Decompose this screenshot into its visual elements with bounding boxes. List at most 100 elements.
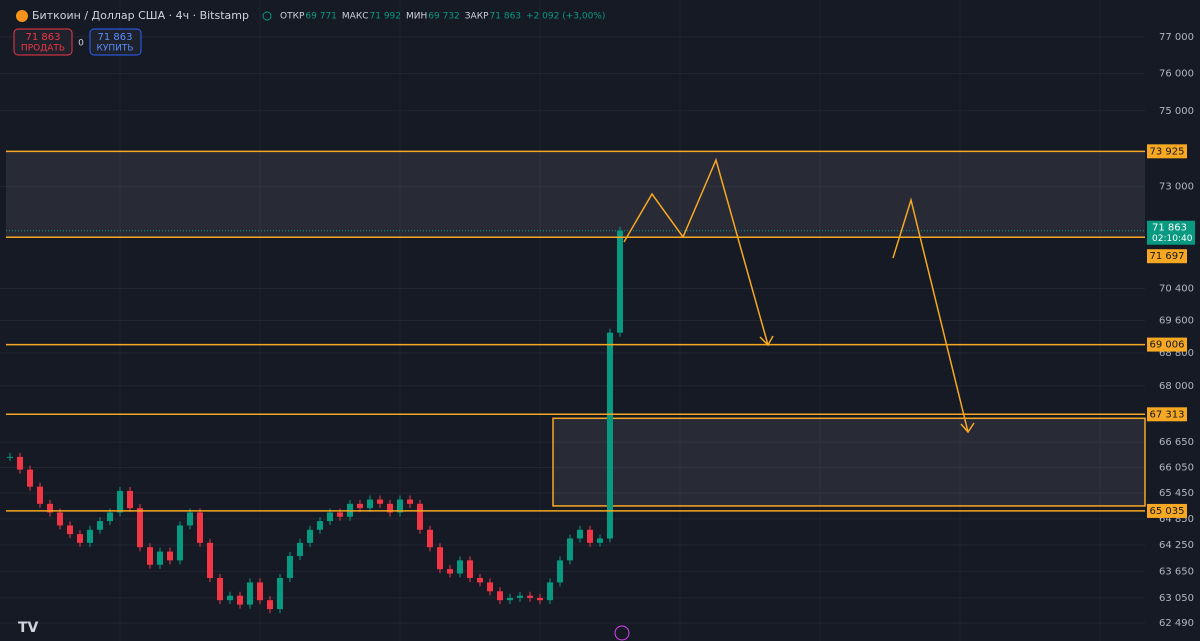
- price-axis-panel: [1145, 0, 1200, 641]
- candle: [437, 547, 443, 570]
- level-label: 65 035: [1150, 506, 1185, 517]
- candle: [227, 595, 233, 601]
- candle: [477, 577, 483, 583]
- arrow-head: [960, 422, 975, 434]
- candle: [547, 582, 553, 601]
- ohlc-label: МАКС: [342, 12, 369, 22]
- candle: [217, 577, 223, 601]
- candle: [117, 490, 123, 513]
- candle: [367, 499, 373, 509]
- candle: [557, 560, 563, 583]
- change: +2 092 (+3,00%): [526, 12, 605, 22]
- buy-label: КУПИТЬ: [96, 44, 133, 54]
- candles: [7, 226, 623, 614]
- candle: [137, 508, 143, 548]
- ohlc-value: 71 863: [490, 12, 522, 22]
- sell-button[interactable]: [13, 28, 73, 56]
- candle: [497, 591, 503, 601]
- zones: [6, 151, 1146, 507]
- candle: [197, 512, 203, 543]
- forecast-arrow: [623, 157, 769, 346]
- candle: [57, 512, 63, 526]
- level-tag: [1147, 144, 1187, 159]
- candle: [27, 469, 33, 487]
- ohlc: ОТКР 69 771 МАКС 71 992 МИН 69 732 ЗАКР 71 863 +…: [280, 12, 605, 22]
- candle: [297, 542, 303, 556]
- candle: [177, 525, 183, 561]
- price-tick-label: 69 600: [1159, 316, 1194, 327]
- price-tick-label: 68 000: [1159, 381, 1194, 392]
- candle: [357, 503, 363, 509]
- symbol: Биткоин / Доллар США · 4ч · Bitstamp: [32, 9, 249, 22]
- candle: [527, 595, 533, 598]
- price-tick-label: 63 050: [1159, 593, 1194, 604]
- price-tick-label: 77 000: [1159, 32, 1194, 43]
- candle: [537, 597, 543, 601]
- coin-icon: [16, 10, 28, 22]
- price-tick-label: 63 650: [1159, 566, 1194, 577]
- candle: [107, 512, 113, 522]
- candle: [207, 542, 213, 578]
- level-tag: [1147, 337, 1187, 352]
- support-zone: [552, 417, 1146, 507]
- ohlc-label: МИН: [406, 12, 427, 22]
- buy-button[interactable]: [89, 28, 142, 56]
- candle: [317, 521, 323, 530]
- level-label: 73 925: [1150, 146, 1185, 157]
- candle: [307, 529, 313, 543]
- buy-price: 71 863: [98, 32, 133, 43]
- price-tick-label: 66 050: [1159, 462, 1194, 473]
- price-tick-label: 64 250: [1159, 540, 1194, 551]
- ohlc-value: 71 992: [370, 12, 402, 22]
- candle: [47, 503, 53, 513]
- candle: [257, 582, 263, 601]
- candle: [237, 595, 243, 605]
- candle: [387, 503, 393, 513]
- levels: [6, 150, 1145, 512]
- price-tick-label: 62 490: [1159, 618, 1194, 629]
- price-tick-label: 65 450: [1159, 488, 1194, 499]
- current-price-tag: [1147, 220, 1195, 245]
- ohlc-label: ОТКР: [280, 12, 305, 22]
- candle: [577, 529, 583, 539]
- forecast-arrow: [892, 197, 969, 433]
- price-tick-label: 76 000: [1159, 69, 1194, 80]
- candle: [427, 529, 433, 548]
- candle: [287, 555, 293, 578]
- candle: [167, 551, 173, 561]
- sell-price: 71 863: [26, 32, 61, 43]
- candle: [567, 538, 573, 561]
- ohlc-label: ЗАКР: [465, 12, 489, 22]
- price-tick-label: 68 800: [1159, 348, 1194, 359]
- events-icon[interactable]: [614, 625, 630, 641]
- level-tag: [1147, 249, 1187, 264]
- candle: [147, 547, 153, 565]
- logo: TV: [18, 620, 39, 636]
- candle: [157, 551, 163, 565]
- candle: [407, 499, 413, 504]
- candle: [447, 569, 453, 574]
- candle: [467, 560, 473, 578]
- candle: [67, 525, 73, 535]
- current-price-label: 71 863: [1152, 223, 1187, 234]
- candle: [17, 456, 23, 470]
- candle: [607, 332, 613, 539]
- ohlc-value: 69 732: [428, 12, 460, 22]
- candle: [337, 512, 343, 517]
- candle: [617, 230, 623, 333]
- candle: [187, 512, 193, 526]
- arrow-head: [759, 335, 774, 347]
- candle: [327, 512, 333, 522]
- spread: 0: [78, 39, 84, 49]
- price-tick-label: 73 000: [1159, 182, 1194, 193]
- candle: [127, 490, 133, 509]
- candle: [417, 503, 423, 530]
- resistance-zone: [6, 151, 1145, 238]
- candle: [247, 582, 253, 605]
- price-tick-label: 64 850: [1159, 514, 1194, 525]
- price-tick-label: 66 650: [1159, 437, 1194, 448]
- candle: [7, 456, 13, 458]
- price-axis: 77 000 76 000 75 000 73 000 70 400 69 600 68 8…: [1147, 32, 1195, 629]
- candle: [487, 582, 493, 592]
